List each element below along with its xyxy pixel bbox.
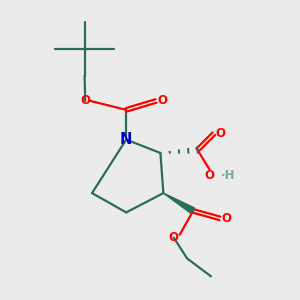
Text: O: O	[158, 94, 167, 107]
Polygon shape	[164, 193, 195, 214]
Text: O: O	[221, 212, 231, 225]
Text: ·H: ·H	[220, 169, 235, 182]
Text: O: O	[169, 231, 179, 244]
Text: O: O	[80, 94, 90, 107]
Text: O: O	[215, 127, 225, 140]
Text: N: N	[120, 132, 132, 147]
Text: O: O	[204, 169, 214, 182]
